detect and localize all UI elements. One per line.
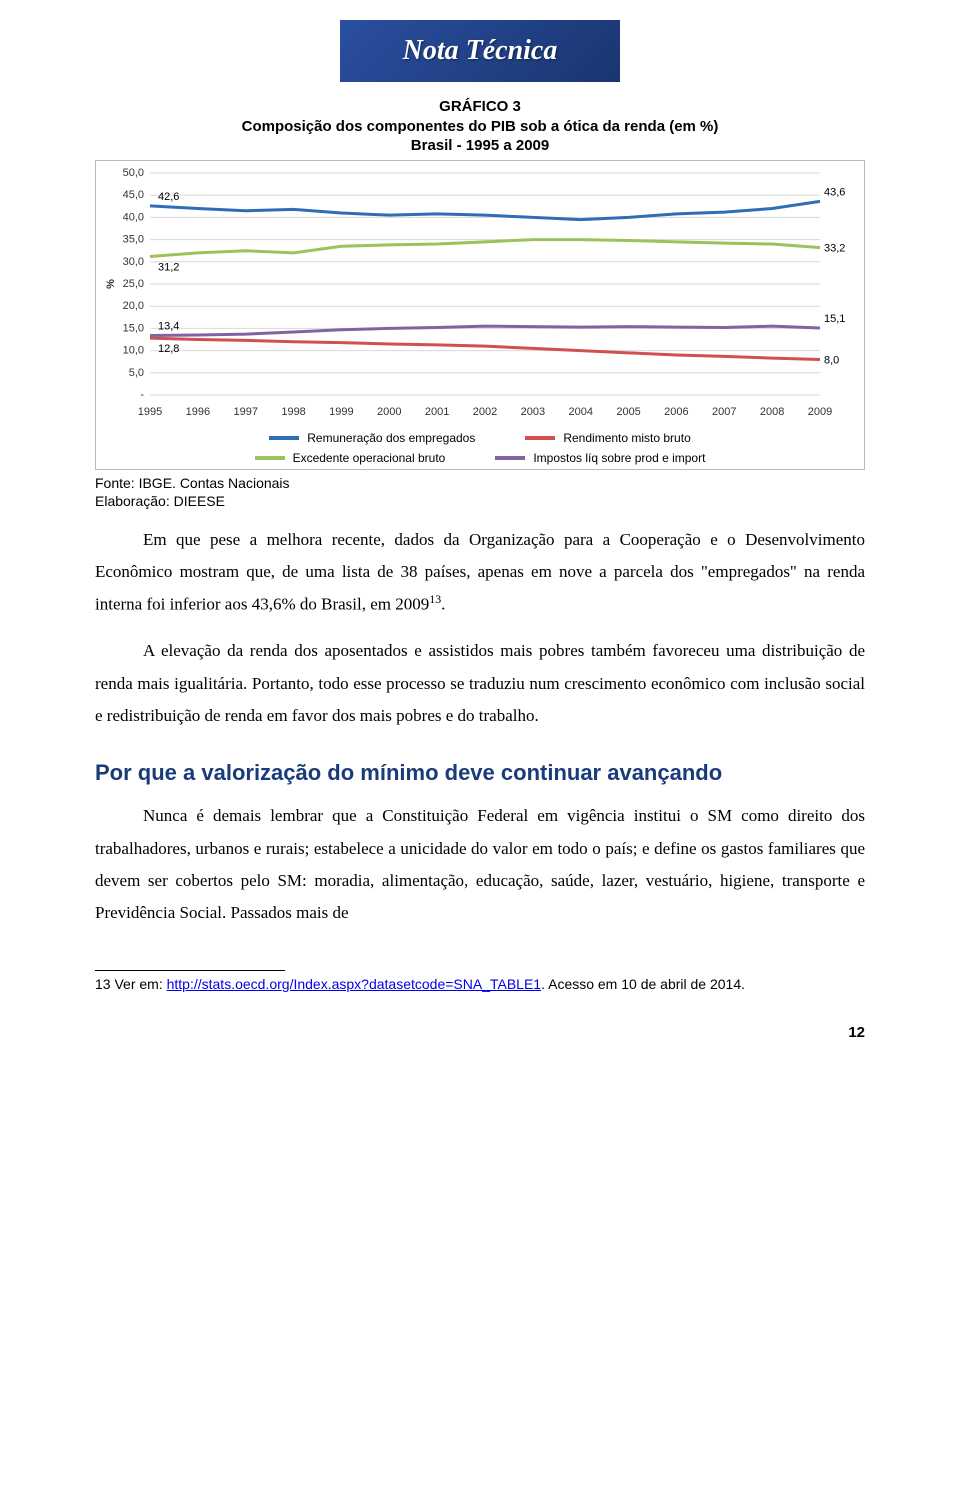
legend-item: Excedente operacional bruto [255,451,446,465]
source-line-1: Fonte: IBGE. Contas Nacionais [95,475,290,491]
paragraph-1-body: Em que pese a melhora recente, dados da … [95,530,865,614]
svg-text:1997: 1997 [233,406,257,418]
chart-title-line-3: Brasil - 1995 a 2009 [95,136,865,156]
svg-text:8,0: 8,0 [824,354,839,366]
svg-text:1999: 1999 [329,406,353,418]
svg-text:2006: 2006 [664,406,688,418]
svg-text:2008: 2008 [760,406,784,418]
svg-text:2004: 2004 [568,406,592,418]
svg-text:1996: 1996 [186,406,210,418]
chart-source: Fonte: IBGE. Contas Nacionais Elaboração… [95,474,865,510]
legend-item: Remuneração dos empregados [269,431,475,445]
legend-label: Remuneração dos empregados [307,431,475,445]
banner-text: Nota Técnica [403,35,558,67]
legend-swatch [255,456,285,460]
svg-text:2000: 2000 [377,406,401,418]
svg-text:1995: 1995 [138,406,162,418]
legend-swatch [525,436,555,440]
chart-title-line-1: GRÁFICO 3 [95,97,865,117]
paragraph-3: Nunca é demais lembrar que a Constituiçã… [95,800,865,929]
legend-swatch [495,456,525,460]
footnote-13: 13 Ver em: http://stats.oecd.org/Index.a… [95,975,865,995]
svg-text:42,6: 42,6 [158,190,179,202]
svg-text:10,0: 10,0 [123,344,144,356]
legend-label: Excedente operacional bruto [293,451,446,465]
chart-title-line-2: Composição dos componentes do PIB sob a … [95,117,865,137]
banner-nota-tecnica: Nota Técnica [340,20,620,82]
legend-swatch [269,436,299,440]
svg-text:20,0: 20,0 [123,300,144,312]
chart-container: - 5,0 10,0 15,0 20,0 25,0 30,0 35,0 40,0 45,0 50,0… [95,160,865,470]
svg-text:33,2: 33,2 [824,242,845,254]
svg-text:%: % [105,278,117,288]
legend-item: Rendimento misto bruto [525,431,690,445]
chart-legend: Remuneração dos empregados Rendimento mis… [100,431,860,465]
svg-text:40,0: 40,0 [123,211,144,223]
svg-text:2001: 2001 [425,406,449,418]
svg-text:25,0: 25,0 [123,278,144,290]
footnote-ref-13: 13 [429,592,441,606]
paragraph-2: A elevação da renda dos aposentados e as… [95,635,865,732]
svg-text:1998: 1998 [281,406,305,418]
footnote-separator [95,970,285,971]
svg-text:15,0: 15,0 [123,322,144,334]
paragraph-1: Em que pese a melhora recente, dados da … [95,524,865,622]
svg-text:2005: 2005 [616,406,640,418]
svg-text:50,0: 50,0 [123,167,144,179]
section-heading: Por que a valorização do mínimo deve con… [95,760,865,786]
svg-text:-: - [140,389,144,401]
svg-text:5,0: 5,0 [129,366,144,378]
svg-text:31,2: 31,2 [158,261,179,273]
svg-text:13,4: 13,4 [158,320,179,332]
svg-text:45,0: 45,0 [123,189,144,201]
legend-label: Rendimento misto bruto [563,431,690,445]
svg-text:2003: 2003 [521,406,545,418]
chart-title: GRÁFICO 3 Composição dos componentes do … [95,97,865,156]
svg-text:12,8: 12,8 [158,343,179,355]
legend-item: Impostos líq sobre prod e import [495,451,705,465]
svg-text:15,1: 15,1 [824,312,845,324]
line-chart: - 5,0 10,0 15,0 20,0 25,0 30,0 35,0 40,0 45,0 50,0… [100,165,860,425]
svg-text:43,6: 43,6 [824,186,845,198]
page-number: 12 [95,1024,865,1041]
svg-text:2009: 2009 [808,406,832,418]
legend-label: Impostos líq sobre prod e import [533,451,705,465]
svg-text:2007: 2007 [712,406,736,418]
footnote-number: 13 [95,976,111,992]
source-line-2: Elaboração: DIEESE [95,493,225,509]
footnote-link[interactable]: http://stats.oecd.org/Index.aspx?dataset… [167,976,541,992]
svg-text:2002: 2002 [473,406,497,418]
svg-text:35,0: 35,0 [123,233,144,245]
svg-text:30,0: 30,0 [123,255,144,267]
